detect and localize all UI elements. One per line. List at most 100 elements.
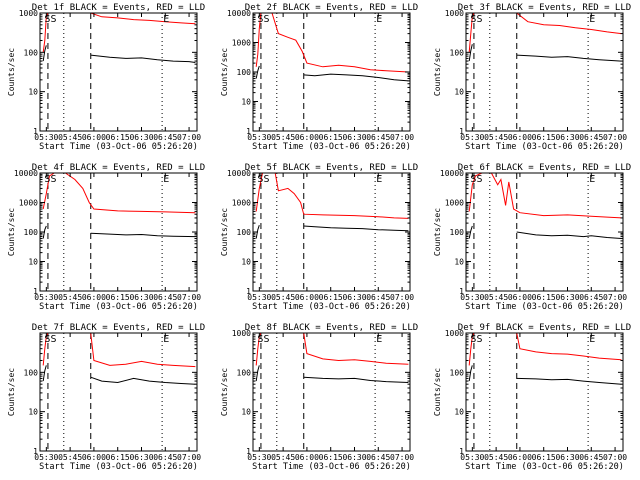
- y-tick-label: 10000: [227, 9, 251, 18]
- marker-label-s: S: [264, 334, 270, 345]
- plot-frame: [252, 332, 411, 452]
- plot-frame: [465, 332, 624, 452]
- series-events-line: [42, 365, 196, 385]
- marker-label-e: E: [163, 174, 169, 185]
- x-tick-label: 06:00: [508, 453, 532, 462]
- y-tick-label: 1: [33, 127, 38, 136]
- panel-title: Det 2f BLACK = Events, RED = LLD: [245, 3, 418, 13]
- x-tick-label: 07:00: [603, 293, 627, 302]
- x-tick-label: 06:00: [295, 293, 319, 302]
- x-tick-label: 05:45: [484, 453, 508, 462]
- x-tick-label: 06:15: [319, 453, 343, 462]
- x-axis-label: Start Time (03-Oct-06 05:26:20): [39, 302, 198, 312]
- x-tick-label: 05:30: [460, 293, 484, 302]
- x-tick-label: 06:15: [319, 133, 343, 142]
- x-tick-label: 07:00: [177, 133, 201, 142]
- y-tick-label: 1: [459, 287, 464, 296]
- y-tick-label: 1000: [232, 199, 251, 208]
- marker-label-e: E: [589, 174, 595, 185]
- panel-det-8: Det 8f BLACK = Events, RED = LLD 05:30 05:…: [220, 323, 418, 472]
- x-tick-label: 06:45: [153, 293, 177, 302]
- y-tick-label: 10: [241, 408, 251, 417]
- x-axis-label: Start Time (03-Oct-06 05:26:20): [465, 142, 624, 152]
- y-tick-label: 1: [33, 447, 38, 456]
- y-tick-label: 1000: [445, 9, 464, 18]
- x-tick-label: 05:45: [58, 453, 82, 462]
- y-tick-label: 1: [246, 287, 251, 296]
- x-tick-label: 07:00: [177, 293, 201, 302]
- y-tick-label: 100: [450, 368, 465, 377]
- x-tick-label: 05:45: [271, 453, 295, 462]
- y-tick-label: 1000: [445, 329, 464, 338]
- marker-label-s: S: [477, 334, 483, 345]
- x-tick-label: 07:00: [603, 453, 627, 462]
- x-tick-label: 06:30: [129, 293, 153, 302]
- y-tick-label: 10: [454, 258, 464, 267]
- marker-label-s: S: [470, 14, 476, 25]
- x-axis-label: Start Time (03-Oct-06 05:26:20): [252, 462, 411, 472]
- x-tick-label: 05:45: [271, 293, 295, 302]
- y-tick-label: 10: [28, 258, 38, 267]
- series-lld-line: [42, 12, 196, 53]
- panel-det-6: Det 6f BLACK = Events, RED = LLD 05:30 05:…: [433, 163, 631, 312]
- x-tick-label: 06:00: [82, 293, 106, 302]
- x-tick-label: 06:45: [366, 293, 390, 302]
- marker-label-s: S: [44, 14, 50, 25]
- x-tick-label: 06:30: [555, 453, 579, 462]
- marker-label-e: E: [163, 14, 169, 25]
- x-tick-label: 06:00: [82, 453, 106, 462]
- y-tick-label: 1: [33, 287, 38, 296]
- panel-title: Det 3f BLACK = Events, RED = LLD: [458, 3, 631, 13]
- series-lld-line: [468, 332, 622, 366]
- x-tick-label: 07:00: [390, 293, 414, 302]
- panel-title: Det 6f BLACK = Events, RED = LLD: [458, 163, 631, 173]
- y-axis-label: Counts/sec: [433, 208, 442, 256]
- marker-label-s: S: [257, 14, 263, 25]
- x-axis-label: Start Time (03-Oct-06 05:26:20): [252, 142, 411, 152]
- series-events-line: [255, 365, 409, 383]
- x-tick-label: 07:00: [177, 453, 201, 462]
- x-tick-label: 05:30: [247, 293, 271, 302]
- y-tick-label: 100: [24, 48, 39, 57]
- x-tick-label: 05:45: [484, 293, 508, 302]
- x-tick-label: 06:00: [508, 293, 532, 302]
- panel-title: Det 7f BLACK = Events, RED = LLD: [32, 323, 205, 333]
- marker-label-s: S: [44, 174, 50, 185]
- x-axis-label: Start Time (03-Oct-06 05:26:20): [465, 462, 624, 472]
- x-tick-label: 05:45: [58, 133, 82, 142]
- marker-label-e: E: [376, 334, 382, 345]
- x-tick-label: 06:15: [532, 133, 556, 142]
- x-tick-label: 06:45: [366, 133, 390, 142]
- panel-title: Det 4f BLACK = Events, RED = LLD: [32, 163, 205, 173]
- x-tick-label: 06:15: [319, 293, 343, 302]
- y-tick-label: 10: [454, 408, 464, 417]
- y-tick-label: 10: [28, 408, 38, 417]
- y-tick-label: 100: [450, 228, 465, 237]
- series-events-line: [255, 65, 409, 82]
- series-lld-line: [255, 172, 409, 219]
- x-tick-label: 05:45: [271, 133, 295, 142]
- x-tick-label: 06:15: [532, 293, 556, 302]
- panel-det-5: Det 5f BLACK = Events, RED = LLD 05:30 05:…: [220, 163, 418, 312]
- y-axis-label: Counts/sec: [7, 368, 16, 416]
- marker-label-s: S: [470, 174, 476, 185]
- y-tick-label: 100: [237, 368, 252, 377]
- x-tick-label: 05:30: [34, 453, 58, 462]
- x-tick-label: 05:30: [34, 293, 58, 302]
- marker-label-e: E: [589, 14, 595, 25]
- y-axis-label: Counts/sec: [220, 208, 229, 256]
- x-tick-label: 06:15: [106, 133, 130, 142]
- panel-title: Det 8f BLACK = Events, RED = LLD: [245, 323, 418, 333]
- y-axis-label: Counts/sec: [220, 48, 229, 96]
- plot-frame: [39, 332, 198, 452]
- y-tick-label: 10000: [14, 169, 38, 178]
- y-axis-label: Counts/sec: [7, 48, 16, 96]
- x-tick-label: 06:15: [106, 293, 130, 302]
- series-lld-line: [468, 172, 622, 219]
- x-tick-label: 06:30: [342, 133, 366, 142]
- x-tick-label: 05:30: [247, 453, 271, 462]
- series-lld-line: [42, 332, 196, 368]
- marker-label-s: S: [257, 174, 263, 185]
- series-lld-line: [255, 332, 409, 366]
